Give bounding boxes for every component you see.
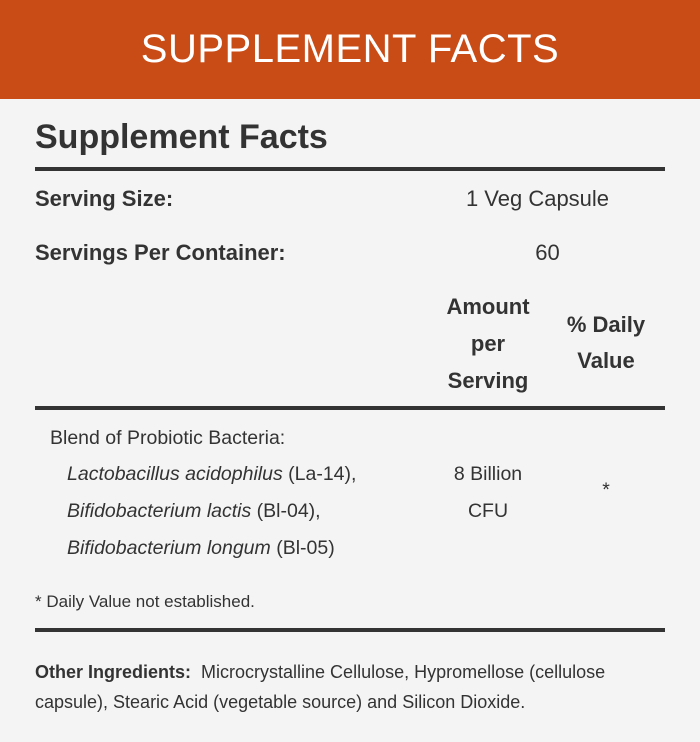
footnote-divider xyxy=(35,628,665,632)
other-ingredients-label: Other Ingredients: xyxy=(35,662,192,682)
col-dv-line1: % Daily xyxy=(566,312,646,337)
blend-amount-line2: CFU xyxy=(467,500,509,522)
other-ingredients-text: Microcrystalline Cellulose, Hypromellose… xyxy=(35,662,606,712)
col-amount-line3: Serving xyxy=(447,368,529,393)
blend-daily-value: * xyxy=(602,479,610,501)
serving-size-value: 1 Veg Capsule xyxy=(465,186,610,211)
header-banner: SUPPLEMENT FACTS xyxy=(0,0,700,99)
header-divider xyxy=(35,406,665,410)
strain-code: (La-14), xyxy=(282,463,357,485)
strain-code: (Bl-05) xyxy=(270,537,335,559)
strain-species: Lactobacillus acidophilus xyxy=(67,463,283,485)
panel-title: Supplement Facts xyxy=(35,118,328,156)
col-amount-line2: per xyxy=(470,331,506,356)
other-ingredients: Other Ingredients: Microcrystalline Cell… xyxy=(35,657,675,717)
servings-per-container-label: Servings Per Container: xyxy=(35,240,286,265)
servings-per-container-value: 60 xyxy=(535,240,560,265)
blend-amount-line1: 8 Billion xyxy=(453,463,523,485)
blend-name: Blend of Probiotic Bacteria: xyxy=(50,427,286,449)
top-divider xyxy=(35,167,665,171)
serving-size-label: Serving Size: xyxy=(35,186,174,211)
col-amount-line1: Amount xyxy=(446,294,530,319)
strain-row: Bifidobacterium longum (Bl-05) xyxy=(67,537,335,560)
col-dv-line2: Value xyxy=(577,348,635,373)
strain-row: Lactobacillus acidophilus (La-14), xyxy=(67,463,356,486)
footnote: * Daily Value not established. xyxy=(35,592,255,611)
strain-code: (Bl-04), xyxy=(251,500,321,522)
strain-row: Bifidobacterium lactis (Bl-04), xyxy=(67,500,321,523)
strain-species: Bifidobacterium longum xyxy=(67,537,271,559)
banner-title: SUPPLEMENT FACTS xyxy=(140,27,560,71)
strain-species: Bifidobacterium lactis xyxy=(67,500,252,522)
